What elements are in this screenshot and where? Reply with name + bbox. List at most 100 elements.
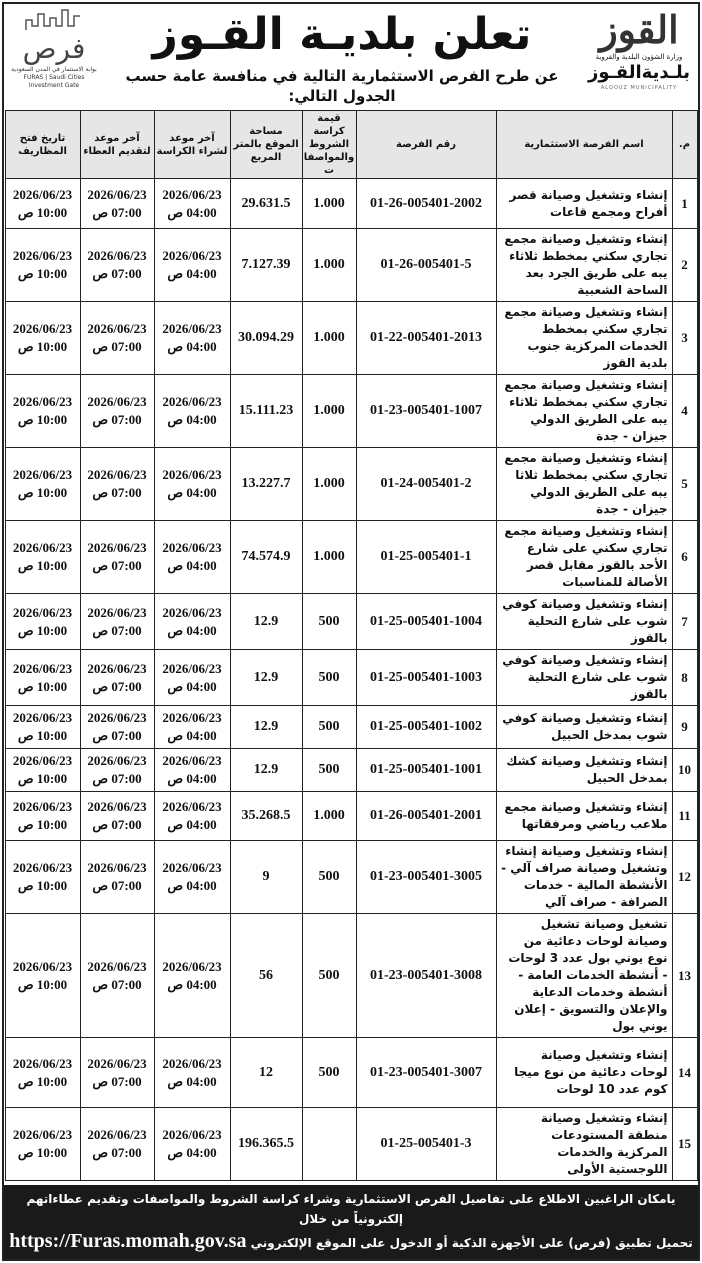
furas-link[interactable]: https://Furas.momah.gov.sa xyxy=(9,1230,247,1252)
date: 2026/06/23 xyxy=(87,753,147,768)
table-row: 12 إنشاء وتشغيل وصيانة إنشاء وتشغيل وصيان… xyxy=(4,840,698,914)
date: 2026/06/23 xyxy=(87,604,147,620)
purchase-date-cell: 2026/06/23 04:00 ص xyxy=(153,791,231,841)
date: 2026/06/23 xyxy=(12,540,73,555)
header: فرص بوابة الاستثمار في المدن السعودية FU… xyxy=(4,4,698,110)
booklet-fee: 500 xyxy=(301,913,357,1038)
opportunity-name: إنشاء وتشغيل وصيانة كشك بمدخل الحبيل xyxy=(495,748,673,792)
date: 2026/06/23 xyxy=(87,660,147,676)
time: 04:00 ص xyxy=(167,878,217,893)
row-number: 2 xyxy=(671,228,698,302)
date: 2026/06/23 xyxy=(12,248,73,263)
time: 04:00 ص xyxy=(167,728,217,743)
date: 2026/06/23 xyxy=(162,394,222,409)
purchase-date-cell: 2026/06/23 04:00 ص xyxy=(153,705,231,749)
site-area: 56 xyxy=(229,913,303,1038)
opportunity-name: إنشاء وتشغيل وصيانة قصر أفراح ومجمع قاعا… xyxy=(495,178,673,229)
submit-date-cell: 2026/06/23 07:00 ص xyxy=(79,228,155,302)
date: 2026/06/23 xyxy=(12,958,73,974)
col-purchase-deadline: آخر موعد لشراء الكراسة xyxy=(153,110,231,179)
time: 10:00 ص xyxy=(17,1073,68,1089)
opportunity-id: 01-25-005401-1001 xyxy=(355,748,497,792)
booklet-fee: 500 xyxy=(301,705,357,749)
open-date-cell: 2026/06/23 10:00 ص xyxy=(4,178,81,229)
time: 04:00 ص xyxy=(167,204,217,220)
table-row: 15 إنشاء وتشغيل وصيانة منطقة المستودعات ا… xyxy=(4,1107,698,1181)
municipality-english: ALQOUZ MUNICIPALITY xyxy=(600,85,678,91)
time: 10:00 ص xyxy=(17,558,68,573)
time: 07:00 ص xyxy=(92,204,142,220)
time: 04:00 ص xyxy=(167,266,217,281)
date: 2026/06/23 xyxy=(162,321,222,336)
date: 2026/06/23 xyxy=(87,186,147,202)
open-date-cell: 2026/06/23 10:00 ص xyxy=(4,520,81,594)
submit-date-cell: 2026/06/23 07:00 ص xyxy=(79,913,155,1038)
time: 07:00 ص xyxy=(92,817,142,832)
date: 2026/06/23 xyxy=(12,710,73,725)
date: 2026/06/23 xyxy=(12,467,73,482)
date: 2026/06/23 xyxy=(12,799,73,814)
row-number: 7 xyxy=(671,593,698,650)
site-area: 7.127.39 xyxy=(229,228,303,302)
submit-date-cell: 2026/06/23 07:00 ص xyxy=(79,1037,155,1108)
booklet-fee xyxy=(301,1107,357,1181)
row-number: 12 xyxy=(671,840,698,914)
open-date-cell: 2026/06/23 10:00 ص xyxy=(4,840,81,914)
date: 2026/06/23 xyxy=(12,753,73,768)
open-date-cell: 2026/06/23 10:00 ص xyxy=(4,1037,81,1108)
booklet-fee: 1.000 xyxy=(301,374,357,448)
time: 07:00 ص xyxy=(92,485,142,500)
col-no: م. xyxy=(671,110,698,179)
open-date-cell: 2026/06/23 10:00 ص xyxy=(4,593,81,650)
row-number: 15 xyxy=(671,1107,698,1181)
header-center: تعلن بلديـة القـوز عن طرح الفرص الاستثما… xyxy=(100,8,584,106)
col-submission-deadline: آخر موعد لتقديم العطاء xyxy=(79,110,155,179)
open-date-cell: 2026/06/23 10:00 ص xyxy=(4,913,81,1038)
submit-date-cell: 2026/06/23 07:00 ص xyxy=(79,374,155,448)
ministry-name: وزارة الشؤون البلدية والقروية xyxy=(595,53,683,61)
submit-date-cell: 2026/06/23 07:00 ص xyxy=(79,791,155,841)
row-number: 3 xyxy=(671,301,698,375)
table-row: 14 إنشاء وتشغيل وصيانة لوحات دعائية من نو… xyxy=(4,1037,698,1108)
open-date-cell: 2026/06/23 10:00 ص xyxy=(4,228,81,302)
open-date-cell: 2026/06/23 10:00 ص xyxy=(4,301,81,375)
footer-line-2-text: تحميل تطبيق (فرص) على الأجهزة الذكية أو … xyxy=(250,1236,693,1250)
date: 2026/06/23 xyxy=(162,958,222,974)
opportunity-name: إنشاء وتشغيل وصيانة مجمع تجاري سكني بمخط… xyxy=(495,447,673,521)
site-area: 30.094.29 xyxy=(229,301,303,375)
open-date-cell: 2026/06/23 10:00 ص xyxy=(4,705,81,749)
time: 04:00 ص xyxy=(167,622,217,638)
date: 2026/06/23 xyxy=(12,660,73,676)
time: 04:00 ص xyxy=(167,1145,217,1160)
date: 2026/06/23 xyxy=(12,860,73,875)
page-title: تعلن بلديـة القـوز xyxy=(152,9,532,60)
time: 07:00 ص xyxy=(92,678,142,694)
time: 07:00 ص xyxy=(92,878,142,893)
opportunity-id: 01-23-005401-3008 xyxy=(355,913,497,1038)
site-area: 12.9 xyxy=(229,593,303,650)
opportunity-name: إنشاء وتشغيل وصيانة مجمع ملاعب رياضي ومر… xyxy=(495,791,673,841)
row-number: 9 xyxy=(671,705,698,749)
booklet-fee: 1.000 xyxy=(301,228,357,302)
opportunity-name: إنشاء وتشغيل وصيانة كوفي شوب بمدخل الحبي… xyxy=(495,705,673,749)
time: 10:00 ص xyxy=(17,266,68,281)
table-row: 6 إنشاء وتشغيل وصيانة مجمع تجاري سكني على… xyxy=(4,520,698,594)
opportunity-name: إنشاء وتشغيل وصيانة مجمع تجاري سكني بمخط… xyxy=(495,374,673,448)
opportunity-id: 01-23-005401-3005 xyxy=(355,840,497,914)
date: 2026/06/23 xyxy=(162,710,222,725)
opportunity-id: 01-25-005401-1 xyxy=(355,520,497,594)
opportunity-name: تشغيل وصيانة تشغيل وصيانة لوحات دعائية م… xyxy=(495,913,673,1038)
opportunity-id: 01-23-005401-3007 xyxy=(355,1037,497,1108)
purchase-date-cell: 2026/06/23 04:00 ص xyxy=(153,649,231,706)
footer-line-2: تحميل تطبيق (فرص) على الأجهزة الذكية أو … xyxy=(8,1229,694,1255)
footer-line-1: يامكان الراغبين الاطلاع على تفاصيل الفرص… xyxy=(26,1192,676,1226)
booklet-fee: 1.000 xyxy=(301,178,357,229)
opportunity-name: إنشاء وتشغيل وصيانة كوفي شوب على شارع ال… xyxy=(495,649,673,706)
purchase-date-cell: 2026/06/23 04:00 ص xyxy=(153,374,231,448)
row-number: 10 xyxy=(671,748,698,792)
table-row: 2 إنشاء وتشغيل وصيانة مجمع تجاري سكني بمخ… xyxy=(4,228,698,302)
date: 2026/06/23 xyxy=(12,604,73,620)
time: 10:00 ص xyxy=(17,728,68,743)
open-date-cell: 2026/06/23 10:00 ص xyxy=(4,447,81,521)
open-date-cell: 2026/06/23 10:00 ص xyxy=(4,748,81,792)
